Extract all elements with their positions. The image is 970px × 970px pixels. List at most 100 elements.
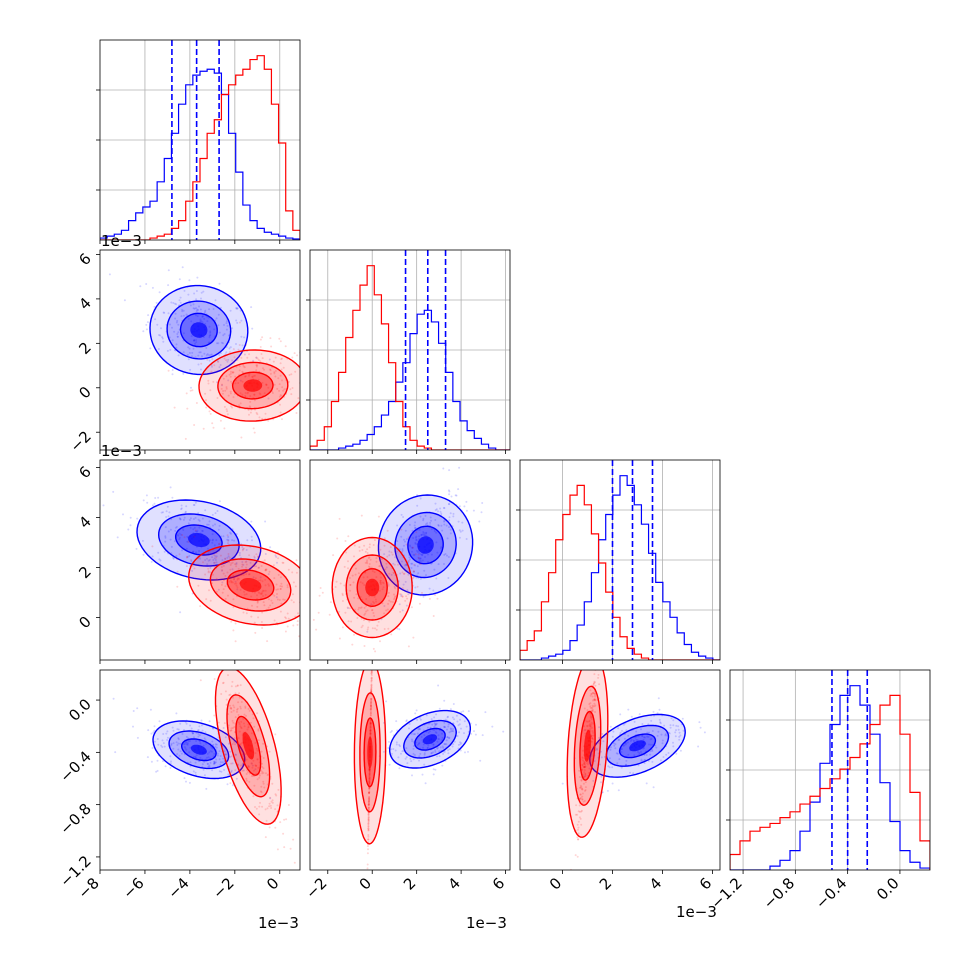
scatter-point-series_b [369, 727, 372, 730]
scatter-point-series_a [191, 569, 194, 572]
scatter-point-series_a [440, 524, 443, 527]
scatter-point-series_a [198, 740, 201, 743]
scatter-point-series_b [369, 729, 372, 732]
scatter-point-series_a [658, 708, 661, 711]
scatter-point-series_b [332, 554, 335, 557]
scatter-point-series_a [387, 583, 390, 586]
scatter-point-series_b [379, 572, 382, 575]
scatter-point-series_a [157, 348, 160, 350]
scatter-point-series_b [370, 674, 373, 677]
scatter-point-series_a [583, 776, 586, 779]
scatter-point-series_b [206, 358, 209, 361]
scatter-point-series_b [255, 807, 258, 810]
scatter-point-series_b [222, 564, 225, 567]
scatter-point-series_b [306, 603, 308, 605]
scatter-point-series_b [230, 581, 233, 584]
scatter-point-series_a [620, 748, 623, 750]
scatter-point-series_b [280, 358, 283, 361]
scatter-point-series_a [236, 321, 239, 324]
scatter-point-series_a [188, 519, 191, 521]
contour-line-series_b [345, 554, 399, 621]
scatter-point-series_a [473, 730, 475, 733]
y-tick-label: 0 [75, 383, 94, 402]
scatter-point-series_a [472, 509, 475, 512]
scatter-point-series_a [187, 358, 190, 361]
density-fill-series_b [243, 379, 263, 392]
scatter-point-series_b [306, 601, 308, 603]
scatter-point-series_b [251, 604, 253, 607]
scatter-point-series_a [584, 774, 587, 777]
scatter-point-series_a [195, 290, 198, 292]
scatter-point-series_a [212, 308, 215, 310]
scatter-point-series_b [360, 514, 363, 517]
scatter-point-series_a [164, 765, 167, 768]
scatter-point-series_b [598, 683, 601, 686]
scatter-point-series_b [349, 589, 352, 592]
x-tick-label: −0.8 [760, 874, 798, 912]
scatter-point-series_b [251, 762, 253, 765]
scatter-point-series_a [430, 752, 433, 755]
scatter-point-series_a [175, 741, 178, 744]
scatter-point-series_b [334, 586, 337, 588]
scatter-point-series_b [286, 586, 289, 589]
scatter-point-series_a [658, 718, 661, 721]
scatter-point-series_a [412, 537, 415, 539]
scatter-point-series_b [368, 791, 371, 794]
scatter-point-series_b [370, 683, 373, 686]
scatter-point-series_b [232, 704, 235, 707]
scatter-point-series_b [583, 762, 586, 764]
scatter-point-series_b [370, 701, 372, 704]
scatter-point-series_b [199, 605, 202, 608]
scatter-point-series_a [145, 323, 148, 326]
scatter-point-series_a [227, 358, 230, 361]
scatter-point-series_a [169, 348, 172, 351]
scatter-point-series_a [149, 347, 152, 350]
scatter-point-series_b [236, 578, 239, 581]
scatter-point-series_b [368, 800, 370, 803]
scatter-point-series_a [223, 750, 226, 753]
scatter-point-series_a [149, 708, 152, 711]
scatter-point-series_a [165, 732, 168, 735]
scatter-point-series_b [211, 422, 214, 425]
scatter-point-series_a [439, 510, 442, 513]
scatter-point-series_a [243, 353, 246, 356]
scatter-point-series_a [213, 761, 216, 764]
scatter-point-series_a [188, 279, 191, 282]
scatter-point-series_a [433, 716, 436, 719]
scatter-point-series_b [173, 406, 176, 409]
scatter-point-series_b [287, 568, 290, 571]
scatter-point-series_b [584, 781, 587, 784]
scatter-point-series_b [368, 781, 371, 784]
scatter-point-series_b [305, 595, 307, 597]
scatter-point-series_a [618, 758, 621, 761]
scatter-point-series_b [371, 645, 373, 647]
scatter-point-series_a [222, 757, 225, 760]
scatter-point-series_b [257, 359, 260, 361]
scatter-point-series_a [219, 306, 222, 309]
scatter-point-series_a [196, 308, 199, 311]
scatter-point-series_a [176, 753, 179, 756]
scatter-point-series_b [367, 825, 370, 828]
scatter-point-series_b [365, 560, 368, 563]
scatter-point-series_b [380, 576, 382, 579]
y-tick-label: −2 [66, 427, 94, 455]
scatter-point-series_b [368, 792, 370, 795]
scatter-point-series_a [221, 569, 223, 572]
scatter-point-series_a [217, 324, 220, 327]
scatter-point-series_b [369, 704, 372, 707]
scatter-point-series_b [367, 800, 370, 803]
scatter-point-series_b [256, 712, 259, 715]
scatter-point-series_b [369, 732, 372, 735]
scatter-point-series_a [217, 528, 220, 531]
scatter-point-series_a [423, 569, 426, 572]
scatter-point-series_b [207, 567, 210, 570]
scatter-point-series_a [427, 561, 429, 563]
scatter-point-series_b [585, 762, 588, 765]
scatter-point-series_b [230, 707, 233, 710]
scatter-point-series_a [370, 603, 373, 606]
scatter-point-series_a [136, 517, 139, 520]
scatter-point-series_b [297, 612, 299, 615]
scatter-point-series_a [442, 746, 445, 749]
scatter-point-series_a [221, 384, 223, 387]
scatter-point-series_b [601, 631, 603, 633]
